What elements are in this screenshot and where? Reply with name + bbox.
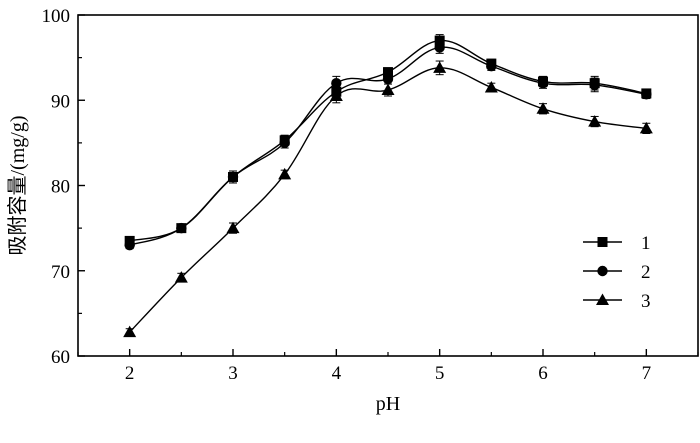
data-point (434, 42, 445, 53)
y-tick-label: 70 (51, 262, 70, 283)
data-point (484, 80, 498, 93)
data-point (279, 137, 290, 149)
series-layer (123, 34, 653, 338)
data-point (174, 271, 188, 283)
data-point (124, 239, 135, 251)
axes-layer: 2 3 4 5 6 7 60 70 80 90 100 (42, 6, 699, 384)
x-axis-title: pH (376, 393, 400, 415)
data-point (433, 61, 447, 73)
series-line (129, 67, 647, 333)
data-point (536, 102, 550, 114)
legend-label: 3 (641, 291, 651, 312)
data-point (381, 83, 395, 96)
legend-label: 1 (641, 233, 651, 254)
legend-label: 2 (641, 262, 651, 283)
data-point (226, 221, 240, 234)
data-point (329, 89, 343, 101)
x-tick-label: 4 (332, 363, 342, 384)
x-tick-label: 6 (538, 363, 548, 384)
y-tick-label: 90 (51, 91, 70, 112)
legend-marker (596, 293, 609, 305)
x-tick-label: 7 (642, 363, 652, 384)
legend: 1 2 3 (583, 233, 651, 312)
x-tick-label: 2 (125, 363, 135, 384)
y-tick-label: 60 (51, 347, 70, 368)
data-point (227, 171, 239, 183)
data-point (641, 89, 652, 100)
data-point (176, 222, 187, 234)
data-point (382, 73, 394, 85)
data-point (383, 67, 393, 78)
data-point (486, 60, 497, 72)
data-point (588, 115, 602, 127)
data-point (123, 325, 137, 338)
legend-marker (597, 265, 608, 277)
legend-item-2: 2 (583, 262, 651, 283)
y-axis-title: 吸附容量/(mg/g) (6, 116, 29, 256)
data-point (589, 79, 600, 91)
series-3 (123, 60, 653, 338)
series-1 (124, 34, 652, 246)
data-point (639, 121, 653, 134)
data-point (434, 35, 445, 46)
y-tick-label: 100 (42, 6, 71, 27)
x-tick-label: 3 (228, 363, 238, 384)
x-tick-label: 5 (435, 363, 445, 384)
legend-item-3: 3 (583, 291, 651, 312)
legend-marker (597, 237, 608, 247)
data-point (537, 78, 549, 89)
data-point (331, 78, 342, 89)
y-tick-label: 80 (51, 177, 70, 198)
series-2 (124, 40, 652, 251)
legend-item-1: 1 (583, 233, 651, 254)
data-point (278, 167, 292, 180)
